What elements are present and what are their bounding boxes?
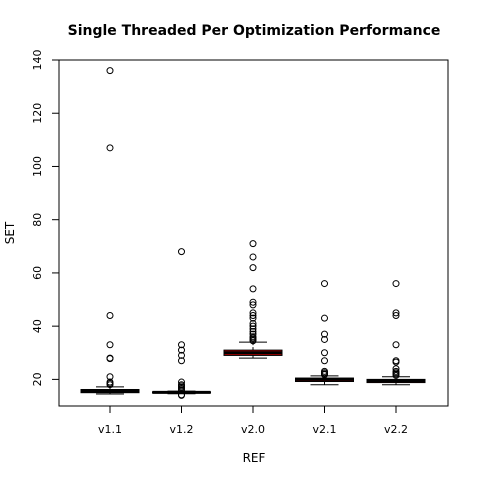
y-tick-label: 80	[31, 213, 44, 227]
x-axis-label: REF	[243, 451, 266, 465]
y-tick-label: 100	[31, 156, 44, 177]
outlier-point	[178, 378, 185, 386]
outlier-point	[321, 335, 328, 343]
box-v1.2	[152, 248, 211, 399]
outlier-point	[321, 314, 328, 322]
y-tick-label: 140	[31, 50, 44, 71]
y-tick-label: 40	[31, 319, 44, 333]
box-v1.1	[80, 67, 140, 395]
box-v2.0	[223, 240, 283, 359]
x-tick-label: v2.0	[241, 423, 265, 436]
outlier-point	[321, 280, 328, 288]
outlier-point	[321, 371, 328, 379]
outlier-point	[106, 341, 114, 349]
outlier-point	[249, 301, 257, 309]
outlier-point	[106, 355, 114, 363]
outlier-point	[392, 280, 400, 288]
outlier-point	[249, 314, 257, 322]
box-v2.1	[295, 280, 354, 386]
chart-title: Single Threaded Per Optimization Perform…	[68, 23, 441, 39]
x-axis: v1.1 v1.2 v2.0 v2.1 v2.2	[98, 406, 408, 436]
y-tick-label: 20	[31, 372, 44, 386]
outlier-point	[249, 337, 257, 345]
outlier-point	[249, 309, 257, 317]
outlier-point	[249, 253, 257, 261]
outlier-point	[321, 357, 328, 365]
outlier-point	[249, 240, 257, 248]
outlier-point	[178, 391, 185, 399]
outlier-point	[321, 349, 328, 357]
outlier-point	[392, 312, 400, 320]
outlier-point	[249, 312, 257, 320]
outlier-point	[249, 322, 257, 330]
x-tick-label: v2.2	[384, 423, 408, 436]
outlier-point	[106, 144, 114, 152]
y-tick-label: 60	[31, 266, 44, 280]
outlier-point	[249, 285, 257, 293]
outlier-point	[392, 371, 400, 379]
x-tick-label: v1.1	[98, 423, 122, 436]
outlier-point	[249, 264, 257, 272]
box-v2.2	[366, 280, 426, 386]
outlier-point	[178, 357, 185, 365]
y-tick-label: 120	[31, 103, 44, 124]
outlier-point	[249, 319, 257, 327]
outlier-point	[106, 312, 114, 320]
outlier-point	[249, 327, 257, 335]
x-tick-label: v2.1	[312, 423, 336, 436]
outlier-point	[392, 365, 400, 373]
outlier-point	[106, 373, 114, 381]
boxes-group	[80, 67, 426, 399]
outlier-point	[178, 386, 185, 394]
y-axis-label: SET	[3, 221, 17, 244]
outlier-point	[178, 341, 185, 349]
outlier-point	[392, 341, 400, 349]
outlier-point	[321, 330, 328, 338]
outlier-point	[106, 381, 114, 389]
outlier-point	[178, 248, 185, 256]
outlier-point	[249, 298, 257, 306]
outlier-point	[178, 351, 185, 359]
outlier-point	[392, 358, 400, 366]
outlier-point	[392, 309, 400, 317]
y-axis: 20 40 60 80 100 120 140	[31, 50, 59, 386]
outlier-point	[249, 325, 257, 333]
outlier-point	[106, 67, 114, 75]
x-tick-label: v1.2	[169, 423, 193, 436]
outlier-point	[178, 346, 185, 354]
outlier-point	[249, 330, 257, 338]
